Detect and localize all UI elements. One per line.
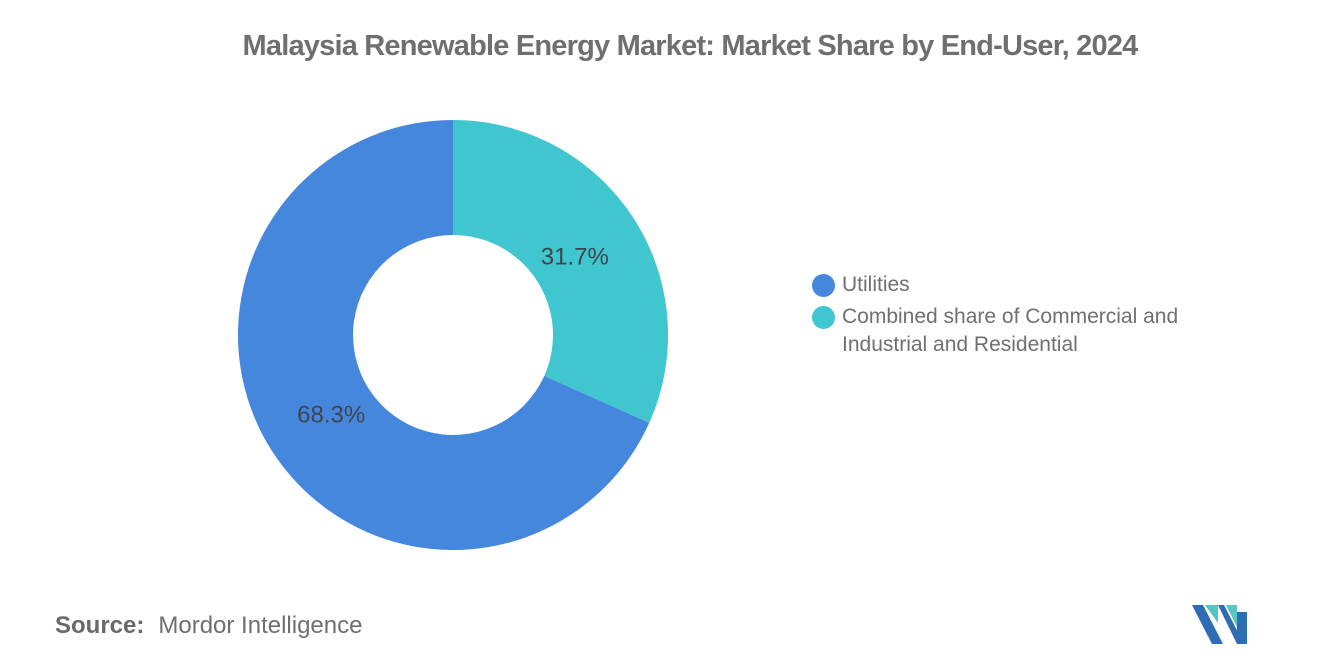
legend-item-commercial-industrial-residential: Combined share of Commercial and Industr… <box>812 303 1178 359</box>
legend-item-utilities: Utilities <box>812 271 1178 299</box>
slice-data-label: 31.7% <box>541 244 609 271</box>
legend: Utilities Combined share of Commercial a… <box>812 271 1178 359</box>
donut-chart: 31.7% 68.3% <box>238 120 669 550</box>
logo-left-diagonal <box>1192 605 1223 644</box>
legend-marker-utilities <box>812 274 835 297</box>
chart-title: Malaysia Renewable Energy Market: Market… <box>242 30 1139 62</box>
donut-slice-utilities <box>238 120 650 550</box>
source-line: Source: Mordor Intelligence <box>55 612 362 640</box>
mordor-intelligence-logo <box>1192 605 1247 644</box>
legend-label-commercial-industrial-residential: Combined share of Commercial and Industr… <box>842 305 1179 356</box>
legend-label-utilities: Utilities <box>842 273 910 296</box>
logo-teal-triangle-left <box>1205 605 1218 623</box>
source-label: Source: <box>55 612 145 639</box>
logo-vertical-bar <box>1237 612 1247 644</box>
legend-marker-commercial-industrial-residential <box>812 306 835 329</box>
source-value: Mordor Intelligence <box>158 612 363 639</box>
logo-teal-triangle-right <box>1226 605 1237 627</box>
slice-data-label: 68.3% <box>297 401 365 428</box>
donut-slice-combined-share-of-commercial-and-industrial-and- <box>453 120 669 423</box>
